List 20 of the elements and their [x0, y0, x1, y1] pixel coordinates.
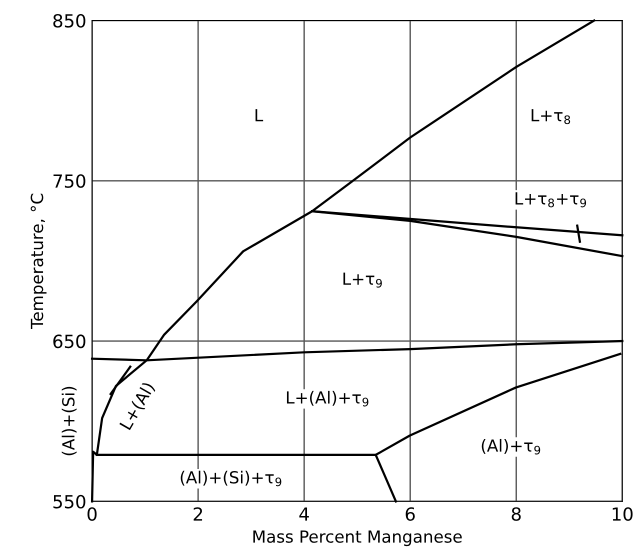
x-tick-label: 6	[406, 507, 415, 521]
x-tick-label: 0	[88, 507, 97, 521]
y-tick-label: 650	[53, 334, 86, 348]
y-axis-title: Temperature, °C	[30, 194, 46, 330]
annotation: (Al)+(Si)+τ$_{9}$	[180, 470, 282, 486]
annotation: L	[256, 109, 264, 122]
y-tick-label: 750	[54, 174, 86, 188]
annotation: L+τ$_{8}$	[532, 109, 570, 124]
x-tick-label: 2	[194, 507, 202, 521]
x-tick-label: 8	[512, 507, 521, 521]
y-tick-label: 550	[53, 494, 86, 508]
text: (Al)+(Si)	[62, 386, 77, 456]
annotation: (Al)+τ$_{9}$	[482, 438, 540, 455]
x-tick-label: 10	[612, 507, 633, 521]
x-tick-label: 4	[299, 507, 309, 521]
annotation: L+τ$_{9}$	[343, 272, 382, 288]
annotation: L+τ$_{8}$+τ$_{9}$	[516, 192, 586, 208]
annotation: L+(Al)+τ$_{9}$	[286, 390, 368, 406]
y-tick-label: 850	[53, 14, 86, 28]
x-axis-title: Mass Percent Manganese	[253, 530, 462, 546]
